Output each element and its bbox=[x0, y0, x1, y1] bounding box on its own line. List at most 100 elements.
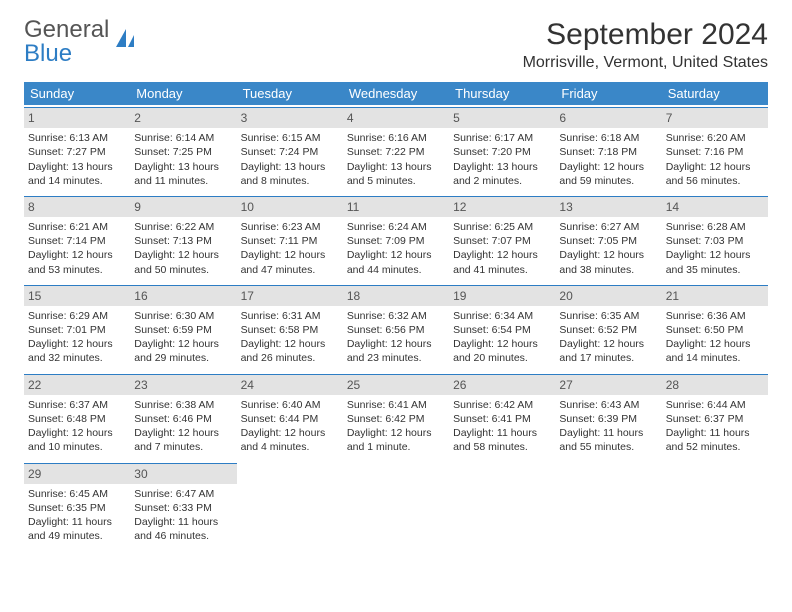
title-block: September 2024 Morrisville, Vermont, Uni… bbox=[523, 18, 768, 72]
sunset-line: Sunset: 6:44 PM bbox=[241, 412, 339, 426]
daylight-line: Daylight: 12 hours and 41 minutes. bbox=[453, 248, 551, 276]
daylight-line: Daylight: 12 hours and 47 minutes. bbox=[241, 248, 339, 276]
sunrise-line: Sunrise: 6:18 AM bbox=[559, 131, 657, 145]
day-number: 7 bbox=[662, 107, 768, 128]
day-cell: 6Sunrise: 6:18 AMSunset: 7:18 PMDaylight… bbox=[555, 105, 661, 194]
day-cell: 21Sunrise: 6:36 AMSunset: 6:50 PMDayligh… bbox=[662, 283, 768, 372]
daylight-line: Daylight: 11 hours and 58 minutes. bbox=[453, 426, 551, 454]
day-cell bbox=[662, 461, 768, 550]
sunrise-line: Sunrise: 6:24 AM bbox=[347, 220, 445, 234]
sunset-line: Sunset: 6:41 PM bbox=[453, 412, 551, 426]
day-number: 2 bbox=[130, 107, 236, 128]
day-cell: 28 Sunrise: 6:44 AMSunset: 6:37 PMDayligh… bbox=[662, 372, 768, 461]
daylight-line: Daylight: 11 hours and 55 minutes. bbox=[559, 426, 657, 454]
sunrise-line: Sunrise: 6:29 AM bbox=[28, 309, 126, 323]
day-number: 17 bbox=[237, 285, 343, 306]
header: General Blue September 2024 Morrisville,… bbox=[24, 18, 768, 72]
day-cell: 4Sunrise: 6:16 AMSunset: 7:22 PMDaylight… bbox=[343, 105, 449, 194]
day-number: 11 bbox=[343, 196, 449, 217]
sunrise-line: Sunrise: 6:27 AM bbox=[559, 220, 657, 234]
sunrise-line: Sunrise: 6:30 AM bbox=[134, 309, 232, 323]
sunset-line: Sunset: 6:58 PM bbox=[241, 323, 339, 337]
sunset-line: Sunset: 7:09 PM bbox=[347, 234, 445, 248]
sunrise-line: Sunrise: 6:47 AM bbox=[134, 487, 232, 501]
daylight-line: Daylight: 11 hours and 49 minutes. bbox=[28, 515, 126, 543]
sunset-line: Sunset: 7:16 PM bbox=[666, 145, 764, 159]
day-number: 25 bbox=[343, 374, 449, 395]
sunset-line: Sunset: 7:14 PM bbox=[28, 234, 126, 248]
day-cell: 9Sunrise: 6:22 AMSunset: 7:13 PMDaylight… bbox=[130, 194, 236, 283]
sunset-line: Sunset: 6:52 PM bbox=[559, 323, 657, 337]
sunrise-line: Sunrise: 6:34 AM bbox=[453, 309, 551, 323]
weekday-label: Wednesday bbox=[343, 82, 449, 105]
daylight-line: Daylight: 12 hours and 35 minutes. bbox=[666, 248, 764, 276]
day-number: 3 bbox=[237, 107, 343, 128]
weekday-row: SundayMondayTuesdayWednesdayThursdayFrid… bbox=[24, 82, 768, 105]
day-number: 5 bbox=[449, 107, 555, 128]
location: Morrisville, Vermont, United States bbox=[523, 54, 768, 72]
daylight-line: Daylight: 12 hours and 59 minutes. bbox=[559, 160, 657, 188]
weekday-label: Saturday bbox=[662, 82, 768, 105]
day-cell: 19Sunrise: 6:34 AMSunset: 6:54 PMDayligh… bbox=[449, 283, 555, 372]
sunset-line: Sunset: 6:42 PM bbox=[347, 412, 445, 426]
sunset-line: Sunset: 7:25 PM bbox=[134, 145, 232, 159]
sunset-line: Sunset: 7:18 PM bbox=[559, 145, 657, 159]
week-row: 8 Sunrise: 6:21 AMSunset: 7:14 PM Daylight… bbox=[24, 194, 768, 283]
sunset-line: Sunset: 7:03 PM bbox=[666, 234, 764, 248]
day-cell: 8Sunrise: 6:21 AMSunset: 7:14 PMDaylight… bbox=[24, 194, 130, 283]
day-number: 20 bbox=[555, 285, 661, 306]
weekday-label: Monday bbox=[130, 82, 236, 105]
sunrise-line: Sunrise: 6:35 AM bbox=[559, 309, 657, 323]
day-cell: 27Sunrise: 6:43 AMSunset: 6:39 PMDayligh… bbox=[555, 372, 661, 461]
day-cell: 1Sunrise: 6:13 AMSunset: 7:27 PMDaylight… bbox=[24, 105, 130, 194]
day-number: 9 bbox=[130, 196, 236, 217]
day-number: 13 bbox=[555, 196, 661, 217]
day-number: 8 bbox=[24, 196, 130, 217]
sunrise-line: Sunrise: 6:31 AM bbox=[241, 309, 339, 323]
day-cell: 10Sunrise: 6:23 AMSunset: 7:11 PMDayligh… bbox=[237, 194, 343, 283]
sunset-line: Sunset: 6:59 PM bbox=[134, 323, 232, 337]
sunset-line: Sunset: 6:35 PM bbox=[28, 501, 126, 515]
calendar: SundayMondayTuesdayWednesdayThursdayFrid… bbox=[24, 82, 768, 549]
sunset-line: Sunset: 7:24 PM bbox=[241, 145, 339, 159]
sunrise-line: Sunrise: 6:38 AM bbox=[134, 398, 232, 412]
sunrise-line: Sunrise: 6:16 AM bbox=[347, 131, 445, 145]
weekday-label: Friday bbox=[555, 82, 661, 105]
day-cell: 16Sunrise: 6:30 AMSunset: 6:59 PMDayligh… bbox=[130, 283, 236, 372]
sunrise-line: Sunrise: 6:15 AM bbox=[241, 131, 339, 145]
day-number: 24 bbox=[237, 374, 343, 395]
week-row: 22Sunrise: 6:37 AMSunset: 6:48 PMDayligh… bbox=[24, 372, 768, 461]
day-cell: 3Sunrise: 6:15 AMSunset: 7:24 PMDaylight… bbox=[237, 105, 343, 194]
brand-top: General bbox=[24, 16, 109, 43]
sunrise-line: Sunrise: 6:25 AM bbox=[453, 220, 551, 234]
sunset-line: Sunset: 6:50 PM bbox=[666, 323, 764, 337]
daylight-line: Daylight: 12 hours and 10 minutes. bbox=[28, 426, 126, 454]
day-cell: 11Sunrise: 6:24 AMSunset: 7:09 PMDayligh… bbox=[343, 194, 449, 283]
sunset-line: Sunset: 6:48 PM bbox=[28, 412, 126, 426]
day-number: 26 bbox=[449, 374, 555, 395]
day-number: 22 bbox=[24, 374, 130, 395]
sunset-line: Sunset: 6:37 PM bbox=[666, 412, 764, 426]
sunrise-line: Sunrise: 6:21 AM bbox=[28, 220, 126, 234]
sunrise-line: Sunrise: 6:28 AM bbox=[666, 220, 764, 234]
daylight-line: Daylight: 12 hours and 26 minutes. bbox=[241, 337, 339, 365]
day-number: 23 bbox=[130, 374, 236, 395]
daylight-line: Daylight: 11 hours and 52 minutes. bbox=[666, 426, 764, 454]
day-cell: 12Sunrise: 6:25 AMSunset: 7:07 PMDayligh… bbox=[449, 194, 555, 283]
day-number: 15 bbox=[24, 285, 130, 306]
weeks-container: 1Sunrise: 6:13 AMSunset: 7:27 PMDaylight… bbox=[24, 105, 768, 549]
day-cell: 22Sunrise: 6:37 AMSunset: 6:48 PMDayligh… bbox=[24, 372, 130, 461]
sunrise-line: Sunrise: 6:23 AM bbox=[241, 220, 339, 234]
daylight-line: Daylight: 12 hours and 4 minutes. bbox=[241, 426, 339, 454]
day-number: 28 bbox=[662, 374, 768, 395]
weekday-label: Sunday bbox=[24, 82, 130, 105]
sunrise-line: Sunrise: 6:22 AM bbox=[134, 220, 232, 234]
day-number: 10 bbox=[237, 196, 343, 217]
daylight-line: Daylight: 13 hours and 14 minutes. bbox=[28, 160, 126, 188]
sunrise-line: Sunrise: 6:44 AM bbox=[666, 398, 764, 412]
sunrise-line: Sunrise: 6:36 AM bbox=[666, 309, 764, 323]
day-number: 4 bbox=[343, 107, 449, 128]
day-cell: 20Sunrise: 6:35 AMSunset: 6:52 PMDayligh… bbox=[555, 283, 661, 372]
sunrise-line: Sunrise: 6:14 AM bbox=[134, 131, 232, 145]
sunset-line: Sunset: 7:01 PM bbox=[28, 323, 126, 337]
